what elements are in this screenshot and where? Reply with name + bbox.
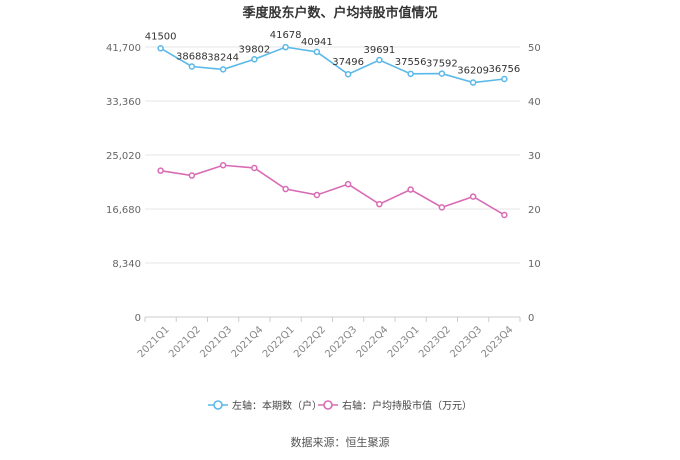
data-point: [469, 79, 477, 86]
x-axis-tick-label: 2022Q4: [355, 324, 391, 360]
series-layer: [157, 43, 508, 219]
data-point: [157, 167, 164, 174]
data-point: [438, 204, 446, 211]
data-point: [469, 193, 477, 200]
legend-label: 右轴：户均持股市值（万元）: [342, 399, 472, 412]
data-point: [438, 70, 446, 77]
left-axis-tick-label: 8,340: [112, 259, 141, 270]
x-axis-tick-label: 2022Q3: [323, 324, 359, 360]
legend-marker: [323, 400, 333, 410]
data-point: [219, 162, 227, 169]
data-label: 37496: [332, 57, 364, 68]
data-point: [251, 164, 258, 172]
data-point: [376, 56, 383, 64]
right-axis-tick-label: 0: [528, 313, 534, 324]
grid-layer: [145, 46, 520, 264]
data-point: [282, 185, 289, 193]
left-axis-tick-label: 16,680: [106, 205, 141, 216]
series-line-left: [160, 46, 505, 84]
x-axis-tick-label: 2021Q4: [230, 324, 266, 360]
left-axis-tick-label: 41,700: [106, 43, 141, 54]
data-point: [313, 191, 321, 199]
right-axis-tick-label: 50: [528, 43, 541, 54]
data-point: [501, 211, 508, 219]
source-note: 数据来源：恒生聚源: [291, 435, 390, 449]
x-axis-tick-label: 2023Q4: [480, 324, 516, 360]
right-axis-tick-label: 10: [528, 259, 541, 270]
data-label: 37556: [395, 57, 427, 68]
x-axis-tick-label: 2022Q1: [261, 324, 297, 360]
data-point: [313, 48, 321, 56]
left-axis-tick-label: 33,360: [106, 97, 141, 108]
x-axis-tick-label: 2023Q2: [417, 324, 453, 360]
data-label: 36756: [488, 64, 520, 75]
series-line-right: [160, 164, 505, 216]
data-point: [188, 63, 196, 70]
x-axis-tick-label: 2021Q2: [167, 324, 203, 360]
data-point: [219, 66, 227, 73]
right-axis-tick-label: 20: [528, 205, 541, 216]
x-axis-tick-label: 2021Q3: [198, 324, 234, 360]
right-axis-tick-label: 40: [528, 97, 541, 108]
data-point: [501, 75, 508, 83]
chart-title: 季度股东户数、户均持股市值情况: [241, 5, 437, 21]
data-point: [344, 70, 352, 78]
left-axis-tick-label: 25,020: [106, 151, 141, 162]
data-point: [251, 56, 258, 63]
right-axis-tick-label: 30: [528, 151, 541, 162]
legend: 左轴：本期数（户） 右轴：户均持股市值（万元）: [208, 399, 472, 412]
data-point: [282, 43, 289, 51]
axis-layer: 0 8,340 16,680 25,020 33,360 41,700 0 10 20 30 40 5…: [106, 43, 541, 360]
data-point: [407, 70, 414, 78]
x-axis-tick-label: 2023Q1: [386, 324, 422, 360]
data-point: [376, 200, 383, 208]
legend-marker: [213, 400, 223, 410]
data-label: 41678: [270, 30, 302, 41]
legend-label: 左轴：本期数（户）: [232, 399, 322, 412]
data-label: 36209: [457, 66, 489, 77]
data-point: [188, 172, 196, 179]
x-axis-tick-label: 2023Q3: [448, 324, 484, 360]
data-label: 37592: [426, 59, 458, 70]
data-point: [344, 180, 352, 188]
data-point: [157, 45, 164, 52]
data-label: 41500: [145, 31, 177, 42]
x-axis-tick-label: 2021Q1: [136, 324, 172, 360]
data-label: 39802: [238, 44, 270, 55]
left-axis-tick-label: 0: [135, 313, 141, 324]
data-label: 40941: [301, 37, 333, 48]
data-label: 39691: [363, 45, 395, 56]
x-axis-tick-label: 2022Q2: [292, 324, 328, 360]
data-point: [407, 186, 414, 193]
data-label: 38244: [207, 52, 239, 63]
data-label: 38688: [176, 52, 208, 63]
